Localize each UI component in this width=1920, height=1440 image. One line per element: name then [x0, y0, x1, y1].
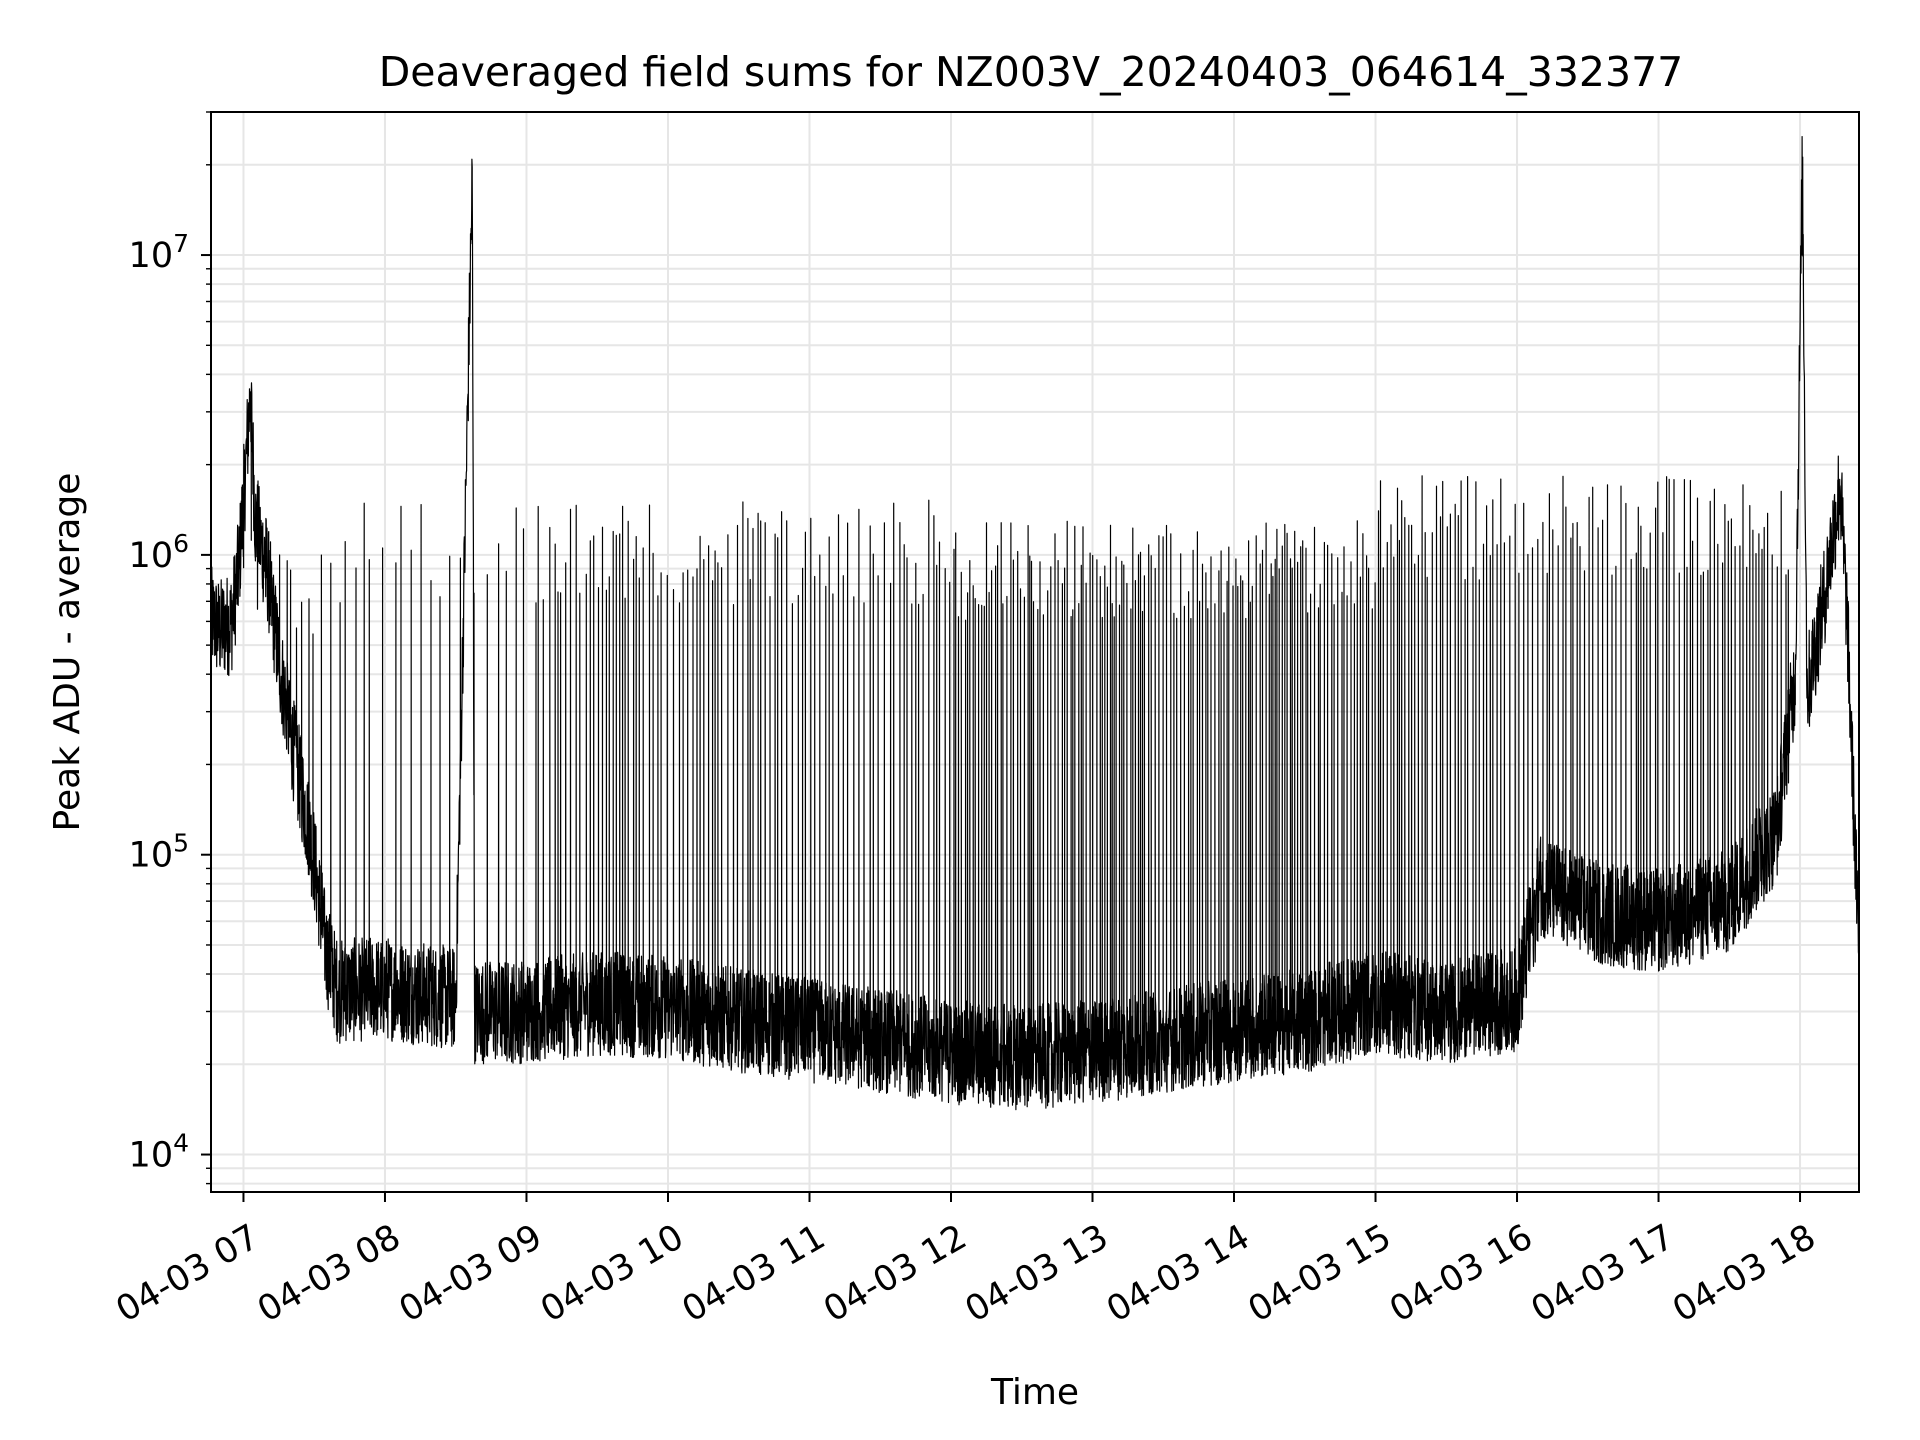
y-tick-label: 106: [129, 529, 189, 576]
y-tick-label: 104: [129, 1129, 189, 1176]
series-line: [210, 136, 1860, 1111]
y-axis-label: Peak ADU - average: [47, 473, 88, 832]
y-tick-label: 107: [129, 229, 189, 276]
y-tick-label: 105: [129, 829, 189, 876]
y-axis: 104 105 106 107: [129, 111, 211, 1185]
chart-title: Deaveraged field sums for NZ003V_2024040…: [379, 48, 1684, 96]
x-axis-label: Time: [990, 1372, 1079, 1413]
plot-frame: [210, 111, 1860, 1193]
